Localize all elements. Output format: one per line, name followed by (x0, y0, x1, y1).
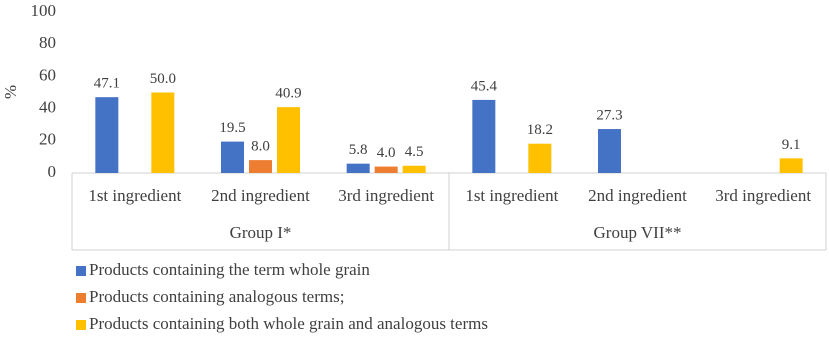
bar (402, 165, 426, 173)
bar (346, 163, 370, 173)
bar (528, 143, 552, 173)
x-tick-label: 3rd ingredient (715, 186, 811, 205)
value-label: 4.5 (405, 144, 424, 160)
y-tick-label: 20 (39, 130, 56, 149)
value-label: 18.2 (527, 122, 553, 138)
value-label: 5.8 (349, 142, 368, 158)
bar (277, 107, 300, 173)
legend-label: Products containing both whole grain and… (89, 314, 488, 333)
y-tick-label: 0 (48, 162, 57, 181)
value-label: 9.1 (782, 137, 801, 153)
x-tick-label: 3rd ingredient (338, 186, 434, 205)
legend-swatch (76, 293, 86, 303)
legend-label: Products containing analogous terms; (89, 287, 344, 306)
bar (221, 141, 244, 173)
legend-swatch (76, 320, 86, 330)
x-tick-label: 1st ingredient (465, 186, 558, 205)
value-label: 19.5 (219, 120, 245, 136)
group-label: Group VII** (594, 223, 682, 242)
bar (374, 166, 398, 173)
value-label: 27.3 (596, 107, 622, 123)
value-label: 40.9 (275, 86, 301, 102)
y-tick-label: 60 (39, 65, 56, 84)
bar (151, 92, 175, 173)
x-tick-label: 1st ingredient (88, 186, 181, 205)
legend-swatch (76, 266, 86, 276)
x-tick-label: 2nd ingredient (588, 186, 687, 205)
bar (779, 158, 803, 173)
value-label: 45.4 (471, 78, 498, 94)
legend-label: Products containing the term whole grain (89, 260, 370, 279)
y-tick-label: 40 (39, 98, 56, 117)
value-label: 8.0 (251, 139, 270, 155)
group-label: Group I* (230, 223, 292, 242)
value-label: 47.1 (94, 76, 120, 92)
x-tick-label: 2nd ingredient (211, 186, 310, 205)
value-label: 4.0 (377, 145, 396, 161)
bar (249, 160, 272, 173)
bar (95, 97, 119, 173)
y-tick-label: 100 (31, 1, 57, 20)
bar (472, 99, 496, 173)
value-label: 50.0 (150, 71, 176, 87)
y-axis-label: % (1, 85, 20, 99)
bar (598, 129, 621, 173)
y-tick-label: 80 (39, 33, 56, 52)
